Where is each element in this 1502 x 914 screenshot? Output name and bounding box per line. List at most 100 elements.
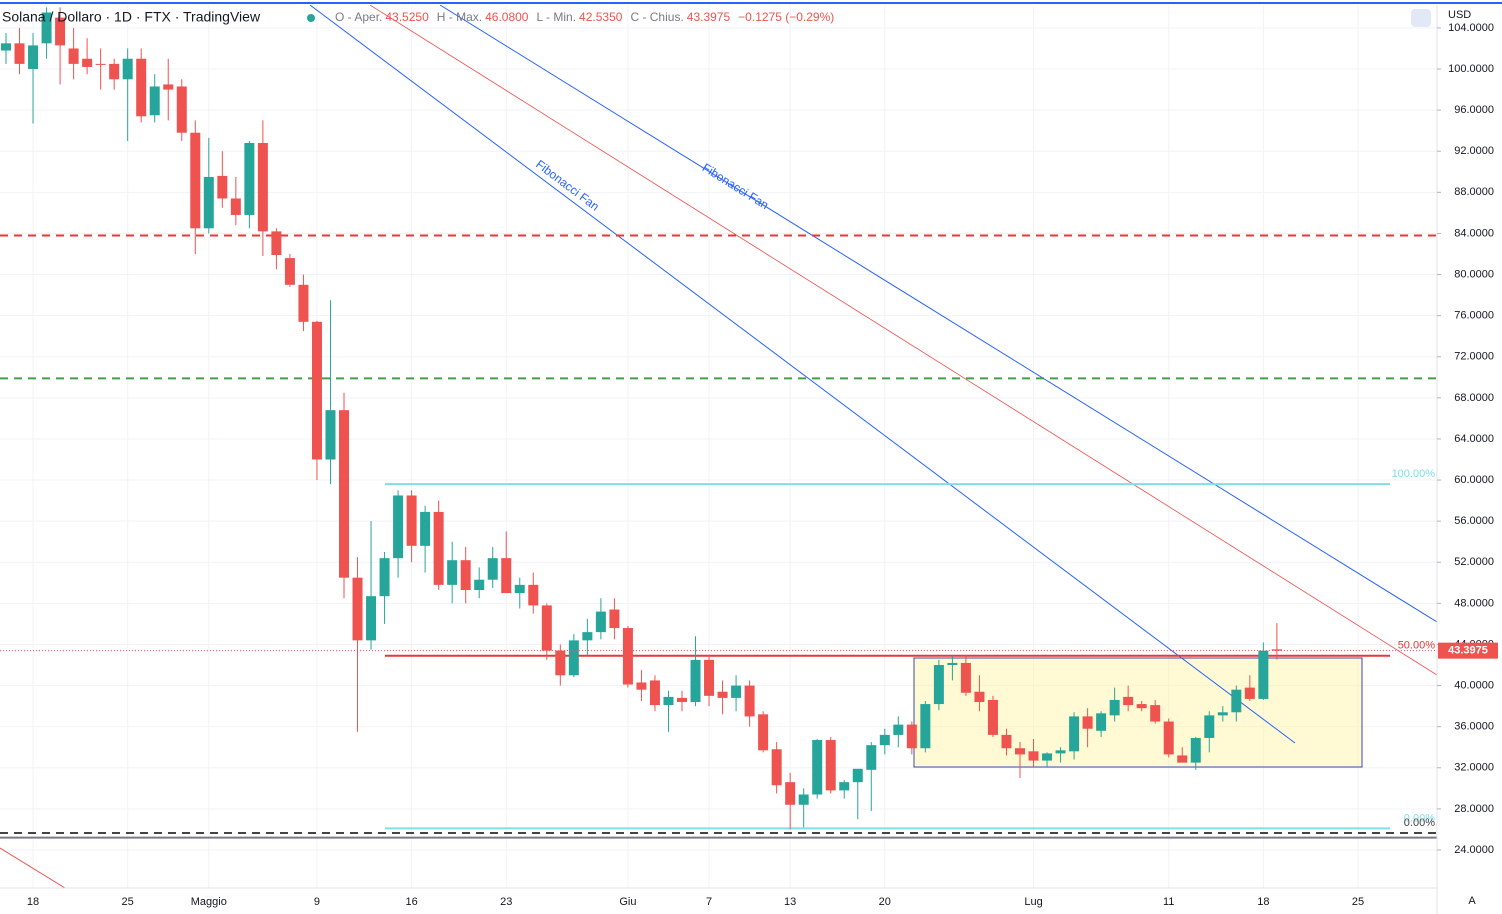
candle-body xyxy=(136,58,147,117)
y-tick-label: 64.0000 xyxy=(1454,433,1494,445)
scale-mode[interactable]: A xyxy=(1468,895,1476,907)
candle-body xyxy=(1244,687,1255,699)
candle-body xyxy=(663,696,674,706)
candle-body xyxy=(1096,713,1107,731)
candle-body xyxy=(1150,705,1161,722)
candle-body xyxy=(677,697,687,703)
candle-body xyxy=(1204,715,1215,738)
x-tick-label: 13 xyxy=(784,896,796,908)
candle-body xyxy=(785,782,796,805)
candle-body xyxy=(960,662,971,693)
candle-body xyxy=(541,605,552,651)
y-tick-label: 104.0000 xyxy=(1448,22,1494,34)
y-tick-label: 60.0000 xyxy=(1454,474,1494,486)
x-tick-label: 18 xyxy=(27,896,39,908)
fan-line xyxy=(0,847,66,888)
x-tick-label: 18 xyxy=(1257,896,1269,908)
candle-body xyxy=(825,740,836,791)
y-tick-label: 36.0000 xyxy=(1454,721,1494,733)
fib-label: 0.00% xyxy=(1404,812,1435,824)
candle-body xyxy=(366,596,377,641)
candle-body xyxy=(284,258,295,285)
candle-body xyxy=(82,58,93,67)
fib-label: 0.00% xyxy=(1404,817,1435,829)
candle-body xyxy=(1,43,11,51)
candle-body xyxy=(68,48,79,64)
candle-body xyxy=(447,560,458,585)
candle-body xyxy=(595,611,606,633)
readout-label: H - Max. xyxy=(437,10,482,24)
candle-body xyxy=(487,558,498,580)
candle-body xyxy=(406,495,417,546)
candle-body xyxy=(1163,721,1174,755)
candle-body xyxy=(1136,704,1147,709)
y-tick-label: 68.0000 xyxy=(1454,392,1494,404)
last-price-label: 43.3975 xyxy=(1448,645,1488,657)
candle-body xyxy=(230,198,241,215)
candle-body xyxy=(1123,696,1134,706)
candle-body xyxy=(176,86,187,133)
readout-label: L - Min. xyxy=(536,10,576,24)
x-tick-label: Lug xyxy=(1024,896,1042,908)
candle-body xyxy=(393,495,404,559)
y-tick-label: 28.0000 xyxy=(1454,803,1494,815)
y-tick-label: 100.0000 xyxy=(1448,63,1494,75)
candle-body xyxy=(379,558,390,597)
candle-body xyxy=(1028,751,1039,761)
candle-body xyxy=(95,63,106,65)
candle-body xyxy=(1258,650,1269,699)
candle-body xyxy=(690,659,701,703)
fib-label: 50.00% xyxy=(1398,640,1436,652)
candle-body xyxy=(55,17,66,46)
chart-title: Solana / Dollaro · 1D · FTX · TradingVie… xyxy=(2,9,261,25)
candle-body xyxy=(920,704,931,749)
fan-line xyxy=(309,5,1296,744)
settings-button[interactable] xyxy=(1411,9,1431,27)
candle-body xyxy=(1082,716,1093,729)
candle-body xyxy=(906,724,917,749)
fib-label: 100.00% xyxy=(1392,468,1436,480)
candle-body xyxy=(609,609,620,629)
y-tick-label: 76.0000 xyxy=(1454,310,1494,322)
candle-body xyxy=(1271,649,1282,651)
candle-body xyxy=(987,699,998,735)
candle-body xyxy=(582,632,593,641)
candle-body xyxy=(555,650,566,676)
candle-body xyxy=(852,768,863,783)
candle-body xyxy=(879,734,890,746)
candle-body xyxy=(947,662,958,666)
candle-body xyxy=(14,43,25,64)
candle-body xyxy=(528,584,539,606)
readout-value: 43.5250 xyxy=(385,10,429,24)
x-tick-label: 7 xyxy=(706,896,712,908)
candle-body xyxy=(460,560,471,591)
candle-body xyxy=(1217,712,1228,716)
x-tick-label: 25 xyxy=(122,896,134,908)
candle-body xyxy=(758,714,769,751)
candle-body xyxy=(28,45,39,70)
x-tick-label: 11 xyxy=(1163,896,1174,908)
candle-body xyxy=(1231,689,1242,713)
currency[interactable]: USD xyxy=(1448,9,1471,21)
readout-label: C - Chius. xyxy=(630,10,683,24)
candle-body xyxy=(163,84,174,90)
readout-change: −0.1275 (−0.29%) xyxy=(738,10,834,24)
y-tick-label: 96.0000 xyxy=(1454,104,1494,116)
candle-body xyxy=(109,63,120,80)
candle-body xyxy=(501,558,512,594)
candle-body xyxy=(731,685,742,698)
candle-body xyxy=(933,665,944,705)
x-tick-label: 20 xyxy=(879,896,891,908)
y-tick-label: 48.0000 xyxy=(1454,597,1494,609)
candle-body xyxy=(798,794,809,805)
y-tick-label: 32.0000 xyxy=(1454,762,1494,774)
candle-body xyxy=(352,577,363,641)
candle-body xyxy=(420,511,431,546)
status-dot xyxy=(307,14,315,22)
candle-body xyxy=(1177,755,1188,763)
x-tick-label: Maggio xyxy=(191,896,227,908)
candle-body xyxy=(812,740,823,795)
candle-body xyxy=(203,176,214,229)
candle-body xyxy=(1015,748,1025,755)
